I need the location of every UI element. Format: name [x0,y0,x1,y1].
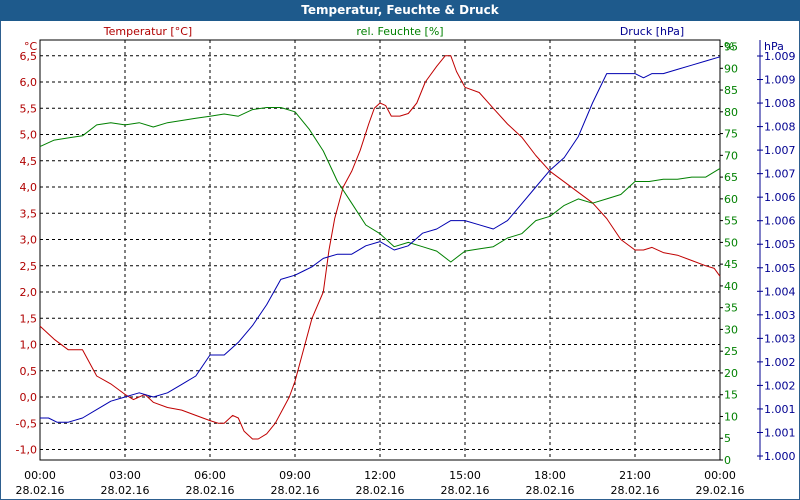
x-tick-date: 28.02.16 [186,484,235,497]
pressure-tick: 1.005 [764,262,796,275]
x-tick-time: 21:00 [619,469,651,482]
humidity-tick: 50 [724,236,738,249]
humidity-tick: 75 [724,128,738,141]
x-tick-date: 28.02.16 [16,484,65,497]
temperature-axis-title: Temperatur [°C] [103,25,192,38]
temperature-unit: °C [24,40,38,53]
pressure-tick: 1.001 [764,426,796,439]
pressure-unit: hPa [764,40,784,53]
humidity-tick: 5 [724,432,731,445]
pressure-tick: 1.009 [764,50,796,63]
x-tick-time: 03:00 [109,469,141,482]
humidity-tick: 80 [724,106,738,119]
x-tick-date: 28.02.16 [101,484,150,497]
axis-labels: 00:00 28.02.16 03:00 28.02.16 06:00 28.02.16 0… [16,25,796,497]
temperature-tick: -0,5 [16,417,37,430]
humidity-tick: 25 [724,345,738,358]
temperature-tick: 4,0 [20,181,38,194]
temperature-tick: 0,0 [20,391,38,404]
series-lines [39,55,721,440]
series-line-temperature [39,55,721,440]
temperature-tick: 3,0 [20,234,38,247]
humidity-unit: % [724,40,734,53]
pressure-tick: 1.003 [764,309,796,322]
temperature-tick: 2,0 [20,286,38,299]
x-tick-date: 28.02.16 [271,484,320,497]
pressure-tick: 1.008 [764,121,796,134]
humidity-tick: 55 [724,215,738,228]
humidity-tick: 15 [724,389,738,402]
humidity-tick: 45 [724,258,738,271]
pressure-tick: 1.000 [764,450,796,463]
pressure-tick: 1.001 [764,403,796,416]
pressure-tick: 1.008 [764,97,796,110]
x-tick-time: 12:00 [364,469,396,482]
x-tick-time: 09:00 [279,469,311,482]
humidity-tick: 65 [724,171,738,184]
x-tick-time: 15:00 [449,469,481,482]
humidity-tick: 0 [724,454,731,467]
temperature-tick: 3,5 [20,207,38,220]
temperature-tick: 1,5 [20,312,38,325]
humidity-tick: 40 [724,280,738,293]
temperature-tick: 2,5 [20,260,38,273]
grid [40,40,720,460]
temperature-tick: 5,0 [20,129,38,142]
humidity-tick: 10 [724,410,738,423]
temperature-tick: 5,5 [20,102,38,115]
pressure-axis-title: Druck [hPa] [620,25,684,38]
humidity-tick: 30 [724,323,738,336]
x-tick-time: 06:00 [194,469,226,482]
series-line-pressure [40,56,721,423]
humidity-tick: 95 [724,41,738,54]
x-tick-time: 00:00 [704,469,736,482]
x-tick-time: 18:00 [534,469,566,482]
x-tick-date: 29.02.16 [696,484,745,497]
humidity-tick: 70 [724,149,738,162]
temperature-tick: 1,0 [20,339,38,352]
humidity-tick: 90 [724,62,738,75]
x-tick-date: 28.02.16 [611,484,660,497]
humidity-tick: 20 [724,367,738,380]
temperature-tick: 6,0 [20,76,38,89]
x-tick-date: 28.02.16 [441,484,490,497]
x-tick-date: 28.02.16 [526,484,575,497]
humidity-tick: 60 [724,193,738,206]
pressure-tick: 1.004 [764,285,796,298]
pressure-tick: 1.002 [764,379,796,392]
humidity-tick: 35 [724,302,738,315]
temperature-tick: 6,5 [20,50,38,63]
pressure-tick: 1.006 [764,215,796,228]
pressure-tick: 1.003 [764,332,796,345]
temperature-tick: -1,0 [16,444,37,457]
temperature-tick: 0,5 [20,365,38,378]
window-title: Temperatur, Feuchte & Druck [0,0,800,21]
pressure-tick: 1.005 [764,238,796,251]
pressure-tick: 1.007 [764,144,796,157]
plot-area-border [39,39,721,461]
pressure-tick: 1.009 [764,74,796,87]
x-tick-time: 00:00 [24,469,56,482]
humidity-axis-title: rel. Feuchte [%] [356,25,443,38]
pressure-tick: 1.007 [764,168,796,181]
pressure-tick: 1.006 [764,191,796,204]
pressure-tick: 1.002 [764,356,796,369]
series-line-humidity [39,107,721,263]
x-tick-date: 28.02.16 [356,484,405,497]
humidity-tick: 85 [724,84,738,97]
temperature-tick: 4,5 [20,155,38,168]
